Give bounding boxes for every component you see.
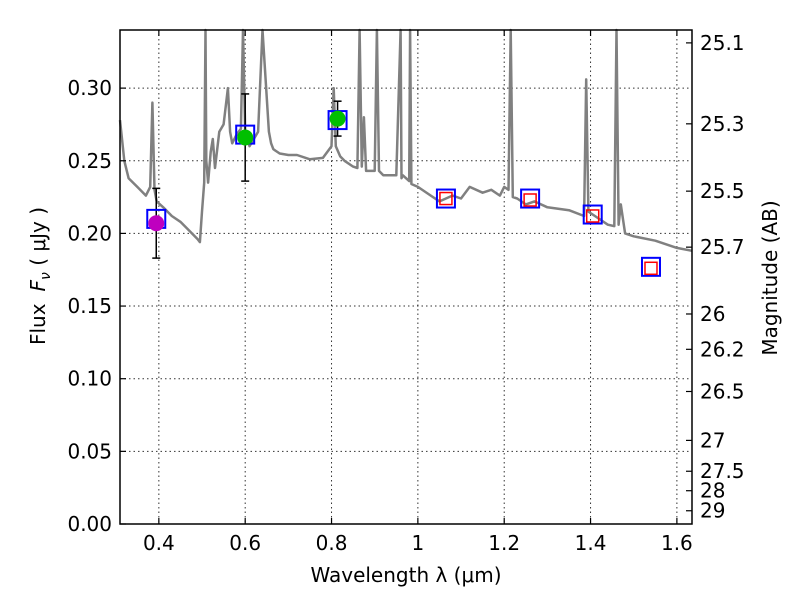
magnitude-axis-label: Magnitude (AB) [758, 200, 782, 355]
model-flux-blue-square [435, 188, 456, 209]
x-tick-label: 0.4 [143, 531, 175, 555]
spectrum-line [118, 28, 693, 253]
mag-tick-label: 26.5 [700, 379, 745, 403]
model-flux-red-square [439, 191, 453, 206]
model-flux-blue-square [640, 256, 661, 277]
axis-ticks: 0.4 0.6 0.8 1 1.2 1.4 1.6 0.00 0.05 0.10 0.15 0.20 0… [67, 30, 745, 555]
model-flux-red-square [644, 261, 658, 276]
mag-tick-label: 26 [700, 302, 725, 326]
x-tick-label: 1.4 [575, 531, 607, 555]
y-axis-label: FluxFν ( μJy ) [26, 207, 54, 345]
mag-tick-label: 25.5 [700, 179, 745, 203]
mag-tick-label: 28 [700, 479, 725, 503]
mag-tick-label: 25.7 [700, 235, 745, 259]
observed-flux-point [329, 110, 346, 127]
model-flux-blue-square [520, 188, 541, 209]
y-tick-label: 0.25 [67, 149, 112, 173]
mag-tick-label: 25.3 [700, 112, 745, 136]
plot-frame [119, 29, 693, 525]
y-tick-label: 0.15 [67, 294, 112, 318]
model-flux-red-square [523, 193, 537, 207]
x-axis-label: Wavelength λ (μm) [310, 563, 501, 587]
y-tick-label: 0.20 [67, 221, 112, 245]
model-spectrum [118, 28, 693, 253]
model-flux-blue-square [582, 204, 603, 225]
observed-flux-point [237, 129, 254, 146]
y-tick-label: 0.30 [67, 76, 112, 100]
x-tick-label: 1 [412, 531, 425, 555]
model-flux-red-square [585, 209, 600, 223]
x-tick-label: 0.6 [229, 531, 261, 555]
mag-tick-label: 27.5 [700, 459, 745, 483]
observed-flux-point [148, 215, 165, 232]
y-tick-label: 0.05 [67, 439, 112, 463]
mag-tick-label: 29 [700, 499, 725, 523]
data-points [146, 110, 661, 277]
mag-tick-label: 25.1 [700, 31, 745, 55]
y-tick-label: 0.10 [67, 367, 112, 391]
x-tick-label: 0.8 [316, 531, 348, 555]
x-tick-label: 1.6 [661, 531, 693, 555]
mag-tick-label: 26.2 [700, 337, 745, 361]
y-tick-label: 0.00 [67, 512, 112, 536]
x-tick-label: 1.2 [488, 531, 520, 555]
mag-tick-label: 27 [700, 428, 725, 452]
